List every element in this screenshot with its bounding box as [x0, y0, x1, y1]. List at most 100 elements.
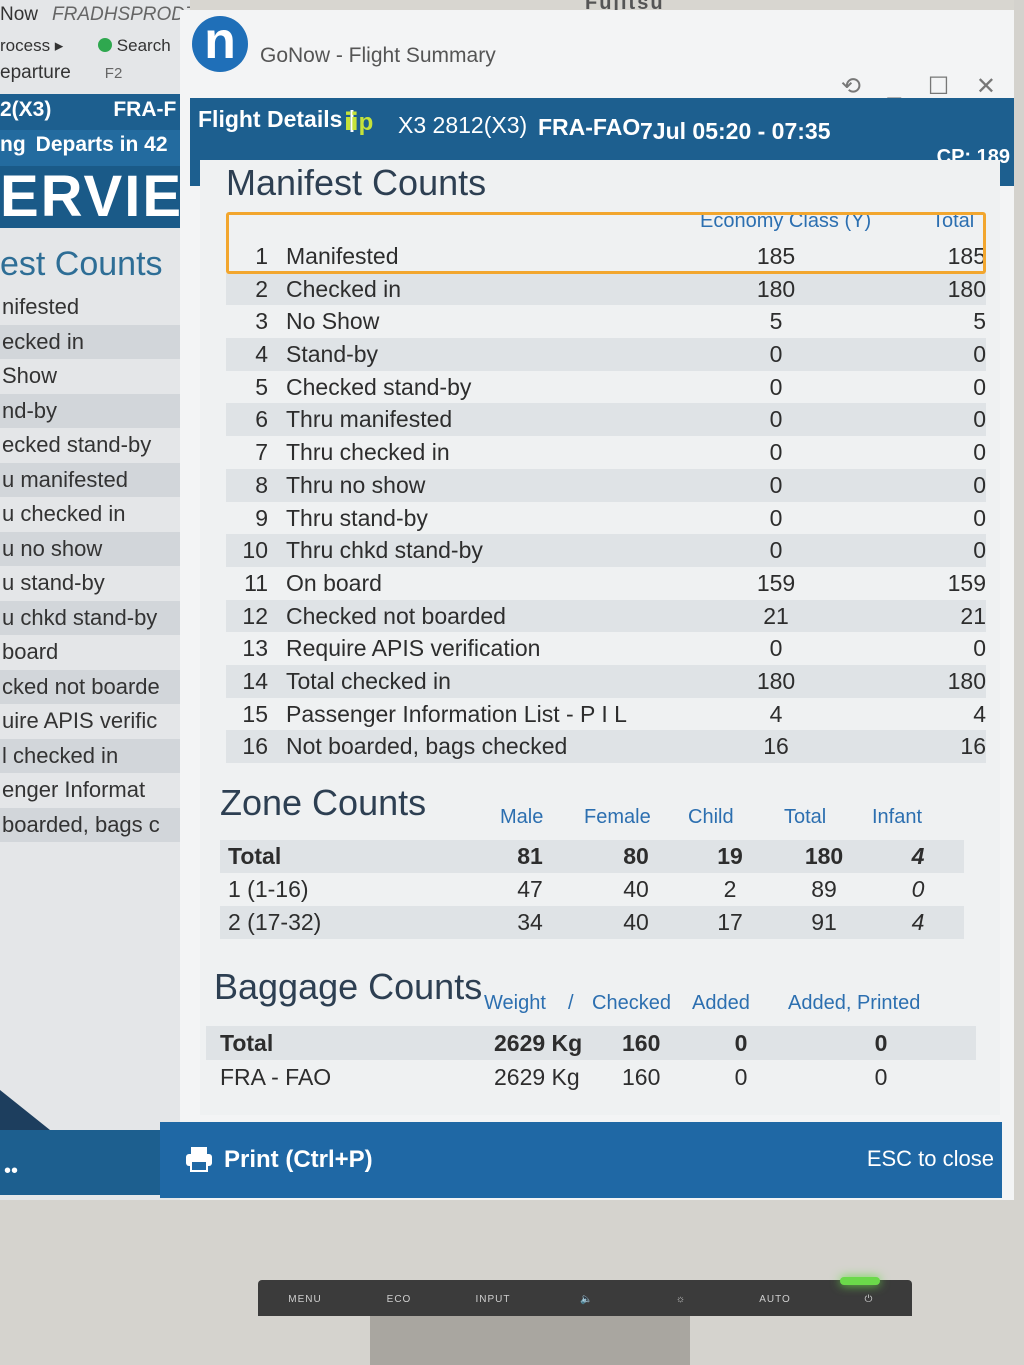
esc-close-hint[interactable]: ESC to close [866, 1146, 994, 1171]
checked-value: 160 [622, 1064, 661, 1090]
manifest-row[interactable]: 2 Checked in 180 180 [226, 272, 986, 306]
baggage-counts-title: Baggage Counts [214, 966, 483, 1007]
checked-value: 160 [622, 1030, 661, 1056]
added-header: Added [692, 992, 750, 1014]
manifest-row[interactable]: 4 Stand-by 0 0 [226, 338, 986, 371]
economy-value: 0 [769, 373, 783, 400]
print-button[interactable]: Print (Ctrl+P) [224, 1146, 373, 1173]
zone-label: 2 (17-32) [228, 909, 322, 935]
bg-list-item: ecked stand-by [2, 432, 152, 457]
bg-more-dots[interactable]: •• [4, 1160, 19, 1182]
bg-list-item: boarded, bags c [0, 807, 182, 842]
zone-table: Total 81 80 19 180 4 1 (1-16) 47 40 2 89 0 2 (17-32)… [220, 840, 964, 939]
manifest-row[interactable]: 9 Thru stand-by 0 0 [226, 502, 986, 535]
monitor-bezel-right [1014, 0, 1024, 1200]
total-header: Total [932, 210, 975, 232]
bg-departure-row[interactable]: eparture F2 [0, 62, 122, 84]
zone-total-value: 180 [804, 843, 844, 869]
bg-route-fragment: FRA-F [113, 98, 177, 121]
bg-list-item: nifested [2, 294, 80, 319]
total-value: 0 [973, 406, 986, 433]
bg-section-title: est Counts [0, 245, 163, 283]
row-label: Thru stand-by [286, 504, 428, 531]
bg-menu-row: rocess ▸ Search [0, 36, 171, 56]
window-title: GoNow - Flight Summary [260, 44, 496, 67]
window-controls[interactable]: ⟲ _ ☐ ✕ [840, 73, 1006, 100]
total-value: 0 [973, 471, 986, 498]
bg-departs-bar: ng Departs in 42 [0, 130, 190, 166]
economy-value: 0 [769, 504, 783, 531]
bg-list-item: enger Informat [2, 777, 146, 802]
row-number: 10 [242, 537, 268, 564]
manifest-row[interactable]: 15 Passenger Information List - P I L 4 4 [226, 698, 986, 731]
economy-value: 0 [769, 406, 783, 433]
printer-icon[interactable] [184, 1144, 214, 1174]
row-label: Stand-by [286, 341, 379, 368]
manifest-row[interactable]: 14 Total checked in 180 180 [226, 664, 986, 698]
total-value: 185 [947, 243, 986, 269]
row-number: 2 [255, 275, 268, 302]
manifest-row[interactable]: 6 Thru manifested 0 0 [226, 403, 986, 437]
male-value: 81 [517, 843, 543, 869]
manifest-row[interactable]: 5 Checked stand-by 0 0 [226, 371, 986, 404]
bg-list-item: u manifested [0, 462, 182, 497]
zone-label: 1 (1-16) [228, 876, 309, 902]
economy-value: 180 [756, 667, 796, 694]
manifest-row[interactable]: 12 Checked not boarded 21 21 [226, 599, 986, 633]
manifest-row[interactable]: 11 On board 159 159 [226, 567, 986, 600]
bg-departs-fragment: Departs in 42 [35, 133, 168, 156]
bg-logo-banner: ERVIE [0, 166, 190, 228]
row-label: Not boarded, bags checked [286, 733, 568, 760]
manifest-table: 1 Manifested 185 185 2 Checked in 180 180 3 No Sh… [226, 240, 986, 763]
child-value: 19 [717, 843, 743, 869]
infant-value: 4 [911, 909, 925, 935]
manifest-row[interactable]: 8 Thru no show 0 0 [226, 468, 986, 502]
gonow-logo-icon: n [192, 15, 248, 72]
economy-value: 159 [756, 569, 796, 596]
zone-total-value: 89 [811, 876, 837, 902]
monitor-button[interactable]: ☼ [675, 1294, 687, 1305]
child-value: 17 [717, 909, 743, 935]
weight-value: 2629 Kg [494, 1064, 580, 1090]
manifest-row[interactable]: 3 No Show 5 5 [226, 305, 986, 338]
total-value: 180 [947, 275, 986, 302]
row-number: 7 [255, 439, 268, 466]
bg-list-item: board [2, 639, 59, 664]
manifest-row[interactable]: 1 Manifested 185 185 [226, 240, 986, 273]
monitor-button[interactable]: AUTO [759, 1294, 791, 1305]
economy-value: 180 [756, 275, 796, 302]
female-value: 40 [623, 876, 649, 902]
baggage-label: FRA - FAO [220, 1064, 332, 1090]
baggage-table: Total 2629 Kg 160 0 0 FRA - FAO 2629 Kg 160 0 0 [206, 1026, 976, 1094]
added-value: 0 [734, 1030, 748, 1056]
male-value: 34 [517, 909, 543, 935]
child-header: Child [688, 806, 734, 828]
economy-value: 0 [769, 537, 783, 564]
bg-search-button[interactable]: Search [116, 36, 171, 55]
total-value: 16 [960, 733, 986, 760]
monitor-button[interactable]: 🔈 [580, 1294, 594, 1305]
added-value: 0 [734, 1064, 748, 1090]
manifest-row[interactable]: 10 Thru chkd stand-by 0 0 [226, 534, 986, 567]
monitor-button-panel: MENU ECO INPUT 🔈 ☼ AUTO ⏻ [258, 1280, 912, 1316]
bg-bottom-bar [0, 1090, 160, 1195]
summary-content: Manifest Counts Economy Class (Y) Total … [200, 160, 1000, 1115]
manifest-row[interactable]: 13 Require APIS verification 0 0 [226, 632, 986, 665]
manifest-row[interactable]: 7 Thru checked in 0 0 [226, 436, 986, 469]
row-label: Checked not boarded [286, 602, 506, 629]
total-value: 0 [973, 373, 986, 400]
monitor-button[interactable]: INPUT [475, 1294, 511, 1305]
row-number: 6 [255, 406, 268, 433]
bg-list-item: uire APIS verific [2, 708, 158, 733]
monitor-button[interactable]: ECO [386, 1294, 412, 1305]
bg-list-item: ecked in [0, 324, 182, 359]
manifest-counts-title: Manifest Counts [226, 162, 487, 203]
zone-row: 2 (17-32) 34 40 17 91 4 [220, 906, 964, 939]
bg-process-menu[interactable]: rocess ▸ [0, 36, 64, 55]
monitor-button[interactable]: MENU [288, 1294, 322, 1305]
zone-total-header: Total [784, 806, 827, 828]
monitor-button[interactable]: ⏻ [864, 1294, 874, 1305]
row-label: Total checked in [286, 667, 451, 694]
manifest-row[interactable]: 16 Not boarded, bags checked 16 16 [226, 730, 986, 763]
bg-list-item: u chkd stand-by [0, 600, 182, 635]
